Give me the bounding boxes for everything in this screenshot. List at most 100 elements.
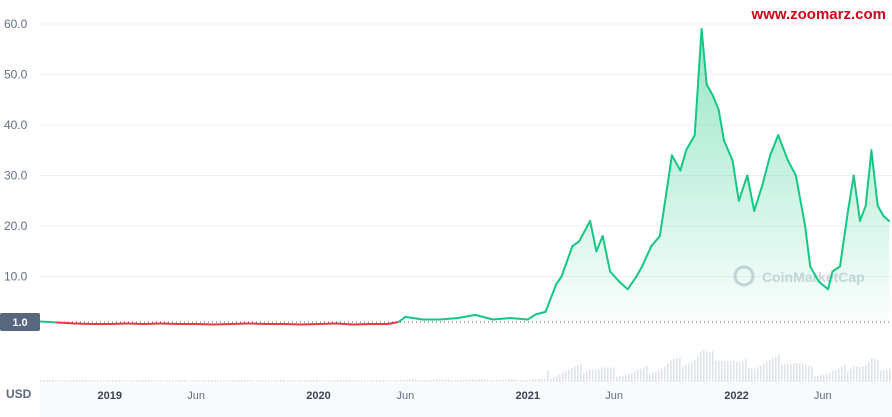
- volume-bar: [823, 374, 825, 382]
- volume-bar: [712, 351, 714, 382]
- volume-bar: [682, 366, 684, 382]
- site-url: www.zoomarz.com: [751, 6, 886, 23]
- volume-bar: [364, 380, 366, 382]
- y-tick-label: 20.0: [4, 219, 28, 233]
- volume-bar: [175, 380, 177, 382]
- volume-bar: [163, 380, 165, 382]
- volume-bar: [103, 380, 105, 382]
- volume-bar: [622, 375, 624, 382]
- volume-bar: [106, 380, 108, 382]
- volume-bar: [367, 380, 369, 382]
- volume-bar: [382, 379, 384, 382]
- volume-bar: [700, 351, 702, 382]
- price-segment: [761, 154, 772, 187]
- price-segment: [670, 154, 682, 172]
- volume-bar: [187, 380, 189, 382]
- volume-bar: [781, 364, 783, 382]
- volume-bar: [805, 364, 807, 382]
- price-segment: [870, 149, 879, 207]
- volume-bar: [91, 380, 93, 382]
- x-axis-strip: [40, 383, 892, 417]
- volume-bar: [331, 380, 333, 382]
- volume-bar: [409, 379, 411, 382]
- volume-bar: [664, 365, 666, 382]
- volume-bar: [118, 379, 120, 382]
- volume-bar: [769, 359, 771, 382]
- volume-bar: [166, 380, 168, 382]
- volume-bar: [727, 361, 729, 382]
- y-tick-label: 40.0: [4, 118, 28, 132]
- volume-bar: [232, 380, 234, 382]
- volume-bar: [535, 379, 537, 382]
- price-segment: [650, 235, 661, 248]
- volume-bar: [481, 379, 483, 382]
- volume-bar: [748, 367, 750, 382]
- volume-bar: [133, 380, 135, 382]
- volume-bar: [718, 360, 720, 382]
- volume-bar: [787, 364, 789, 382]
- volume-bar: [40, 379, 42, 382]
- x-axis: 2019 Jun 2020 Jun 2021 Jun 2022 Jun: [98, 390, 832, 402]
- volume-bar: [454, 380, 456, 382]
- price-segment: [351, 323, 372, 326]
- volume-bar: [688, 363, 690, 382]
- volume-bar: [379, 379, 381, 382]
- volume-bar: [562, 372, 564, 382]
- volume-bar: [550, 378, 552, 382]
- volume-bar: [634, 371, 636, 382]
- volume-bar: [604, 367, 606, 382]
- volume-bar: [313, 379, 315, 382]
- price-segment: [635, 265, 644, 278]
- price-segment: [247, 322, 267, 325]
- x-tick-label: 2021: [516, 390, 540, 402]
- volume-bar: [817, 375, 819, 382]
- volume-bar: [820, 375, 822, 382]
- volume-bar: [589, 369, 591, 382]
- price-line: [39, 28, 891, 326]
- price-segment: [641, 245, 653, 268]
- volume-bar: [415, 379, 417, 382]
- volume-bar: [478, 379, 480, 382]
- price-segment: [753, 184, 764, 212]
- volume-bar: [130, 380, 132, 382]
- volume-bar: [469, 379, 471, 382]
- volume-bar: [70, 380, 72, 382]
- price-segment: [160, 322, 180, 325]
- volume-bar: [76, 379, 78, 382]
- volume-bar: [226, 380, 228, 382]
- volume-bar: [856, 366, 858, 382]
- volume-bar: [886, 369, 888, 382]
- volume-bar: [559, 374, 561, 382]
- volume-bar: [136, 380, 138, 382]
- volume-bar: [67, 380, 69, 382]
- price-segment: [39, 320, 59, 324]
- volume-bar: [403, 379, 405, 382]
- price-segment: [571, 240, 581, 248]
- volume-bar: [835, 369, 837, 382]
- volume-bar: [487, 380, 489, 382]
- price-segment: [404, 315, 424, 321]
- price-segment: [864, 149, 873, 207]
- volume-bar: [685, 364, 687, 382]
- volume-bar: [673, 358, 675, 382]
- volume-bar: [496, 379, 498, 382]
- volume-bar: [493, 380, 495, 382]
- volume-bar: [424, 380, 426, 382]
- volume-bar: [352, 380, 354, 382]
- volume-bar: [475, 379, 477, 382]
- volume-bar: [577, 365, 579, 382]
- volume-bar: [274, 380, 276, 382]
- volume-bar: [547, 370, 549, 382]
- price-segment: [777, 134, 789, 162]
- price-segment: [626, 275, 638, 291]
- volume-bar: [97, 380, 99, 382]
- volume-bar: [139, 380, 141, 382]
- volume-bar: [499, 379, 501, 382]
- volume-bar: [388, 380, 390, 382]
- volume-bar: [178, 379, 180, 382]
- volume-bar: [571, 367, 573, 382]
- volume-bar: [466, 379, 468, 382]
- volume-bar: [283, 379, 285, 382]
- price-segment: [809, 265, 820, 283]
- volume-bar: [193, 380, 195, 382]
